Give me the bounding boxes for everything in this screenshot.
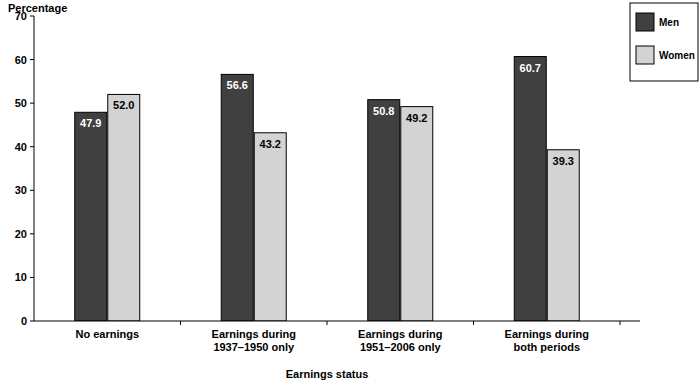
x-tick-label: No earnings — [75, 328, 139, 340]
bar — [368, 100, 400, 321]
bar — [221, 74, 253, 321]
bar — [547, 150, 579, 321]
bar — [108, 94, 140, 321]
y-tick — [30, 59, 34, 60]
y-tick-label: 10 — [15, 271, 27, 283]
x-tick-label: Earnings during1937–1950 only — [212, 328, 296, 353]
x-tick — [473, 321, 474, 325]
y-tick-label: 60 — [15, 54, 27, 66]
data-label: 39.3 — [553, 155, 574, 167]
legend-label: Men — [659, 17, 679, 28]
bars — [75, 57, 580, 321]
y-tick — [30, 103, 34, 104]
data-label: 56.6 — [227, 79, 248, 91]
x-tick-label: Earnings duringboth periods — [505, 328, 589, 353]
legend-swatch — [636, 13, 654, 31]
y-tick-label: 30 — [15, 184, 27, 196]
chart: 47.9 56.6 50.8 60.7 52.0 43.2 49.2 39.3 0 10 20 30 4… — [0, 0, 700, 383]
y-tick — [30, 321, 34, 322]
y-tick-label: 40 — [15, 141, 27, 153]
y-tick-label: 20 — [15, 228, 27, 240]
x-tick-label: Earnings during1951–2006 only — [358, 328, 442, 353]
legend-swatch — [636, 46, 654, 64]
data-label: 60.7 — [520, 62, 541, 74]
y-tick-label: 0 — [21, 315, 27, 327]
data-label: 49.2 — [406, 112, 427, 124]
y-axis — [34, 16, 35, 321]
legend-label: Women — [659, 50, 695, 61]
x-axis-title: Earnings status — [286, 368, 369, 380]
legend — [630, 3, 698, 81]
y-tick — [30, 233, 34, 234]
bar — [514, 57, 546, 321]
x-tick — [327, 321, 328, 325]
y-tick — [30, 277, 34, 278]
y-tick — [30, 146, 34, 147]
data-label: 47.9 — [80, 117, 101, 129]
data-label: 52.0 — [113, 99, 134, 111]
y-tick — [30, 190, 34, 191]
data-label: 43.2 — [260, 138, 281, 150]
x-tick — [180, 321, 181, 325]
x-tick — [620, 321, 621, 325]
x-axis — [34, 321, 640, 322]
y-tick-label: 50 — [15, 97, 27, 109]
y-axis-title: Percentage — [8, 2, 67, 14]
bar — [254, 133, 286, 321]
bar — [75, 112, 107, 321]
bar — [401, 107, 433, 321]
y-tick — [30, 16, 34, 17]
data-label: 50.8 — [373, 105, 394, 117]
